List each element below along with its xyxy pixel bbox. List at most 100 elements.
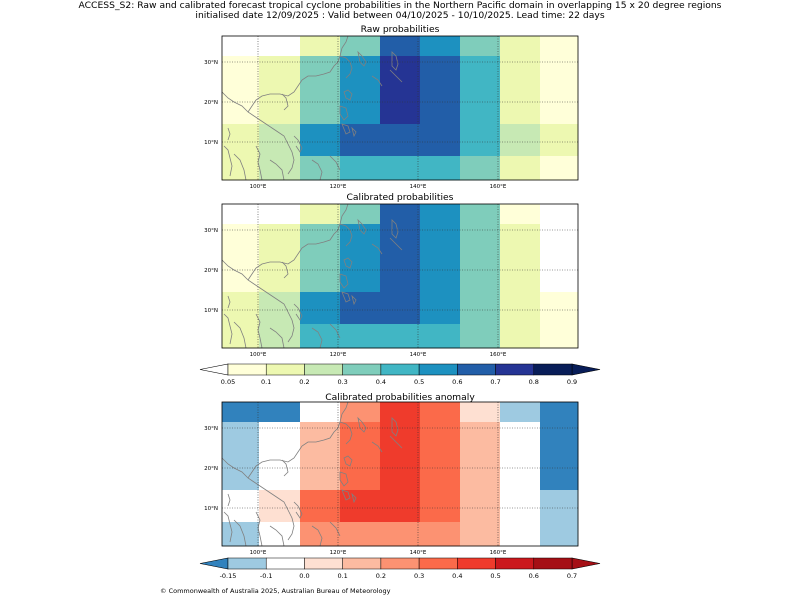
anom-cell-r4-c7 bbox=[500, 522, 541, 547]
probability-colorbar-bin-3 bbox=[342, 363, 382, 376]
raw-cell-r1-c7 bbox=[500, 56, 541, 91]
anom-cell-r1-c4 bbox=[380, 422, 421, 457]
raw-cell-r0-c4 bbox=[380, 36, 421, 57]
raw-cell-r1-c2 bbox=[300, 56, 341, 91]
figure-title-line1: ACCESS_S2: Raw and calibrated forecast t… bbox=[78, 0, 722, 11]
raw-cell-r1-c4 bbox=[380, 56, 421, 91]
cal-cell-r0-c7 bbox=[500, 204, 541, 225]
probability-colorbar-tick-6: 0.6 bbox=[452, 378, 462, 386]
raw-map-panel: 100°E 120°E 140°E 160°E 30°N 20°N 10°N bbox=[204, 35, 579, 190]
anom-lat-tick-0: 30°N bbox=[204, 426, 218, 432]
cal-cell-r0-c1 bbox=[259, 204, 301, 225]
raw-cell-r4-c8 bbox=[540, 156, 579, 181]
anom-cell-r0-c0 bbox=[222, 402, 260, 423]
cal-cell-r4-c6 bbox=[460, 324, 501, 349]
cal-cell-r1-c8 bbox=[540, 224, 579, 259]
probability-colorbar-min-extension bbox=[199, 363, 229, 376]
probability-colorbar-tick-2: 0.2 bbox=[299, 378, 309, 386]
raw-panel-title: Raw probabilities bbox=[360, 24, 440, 35]
cal-cell-r2-c5 bbox=[420, 258, 461, 293]
anomaly-colorbar-bin-3 bbox=[342, 557, 382, 570]
raw-cell-r0-c1 bbox=[259, 36, 301, 57]
raw-cell-r2-c0 bbox=[222, 90, 260, 125]
anom-lon-tick-1: 120°E bbox=[330, 550, 347, 556]
anom-cell-r3-c5 bbox=[420, 490, 461, 523]
anom-cell-r3-c8 bbox=[540, 490, 579, 523]
anom-map-panel: 100°E 120°E 140°E 160°E 30°N 20°N 10°N bbox=[204, 401, 579, 556]
cal-cell-r3-c3 bbox=[340, 292, 381, 325]
anom-cell-r4-c6 bbox=[460, 522, 501, 547]
cal-cell-r2-c4 bbox=[380, 258, 421, 293]
anomaly-colorbar-tick-2: 0.0 bbox=[299, 572, 309, 580]
anomaly-colorbar-max-extension bbox=[571, 557, 601, 570]
raw-cell-r4-c5 bbox=[420, 156, 461, 181]
raw-cell-r0-c5 bbox=[420, 36, 461, 57]
cal-cell-r1-c6 bbox=[460, 224, 501, 259]
cal-cell-r4-c5 bbox=[420, 324, 461, 349]
anom-cell-r0-c4 bbox=[380, 402, 421, 423]
raw-cell-r2-c3 bbox=[340, 90, 381, 125]
raw-cell-r1-c1 bbox=[259, 56, 301, 91]
anom-cell-r0-c7 bbox=[500, 402, 541, 423]
raw-cell-r3-c6 bbox=[460, 124, 501, 157]
figure-title-line2: initialised date 12/09/2025 : Valid betw… bbox=[195, 10, 605, 21]
probability-colorbar-bin-5 bbox=[418, 363, 458, 376]
probability-colorbar-bin-7 bbox=[495, 363, 535, 376]
anom-cell-r4-c5 bbox=[420, 522, 461, 547]
anom-lon-tick-2: 140°E bbox=[410, 550, 427, 556]
cal-cell-r1-c4 bbox=[380, 224, 421, 259]
anom-cell-r2-c6 bbox=[460, 456, 501, 491]
raw-cell-r4-c0 bbox=[222, 156, 260, 181]
cal-cell-r2-c7 bbox=[500, 258, 541, 293]
cal-cell-r0-c4 bbox=[380, 204, 421, 225]
raw-cell-r3-c4 bbox=[380, 124, 421, 157]
probability-colorbar-tick-9: 0.9 bbox=[567, 378, 577, 386]
raw-map-frame bbox=[221, 35, 579, 181]
cal-cell-r0-c0 bbox=[222, 204, 260, 225]
anomaly-colorbar-tick-6: 0.4 bbox=[452, 572, 462, 580]
anom-cell-r3-c6 bbox=[460, 490, 501, 523]
raw-cell-r3-c1 bbox=[259, 124, 301, 157]
anom-cell-r1-c2 bbox=[300, 422, 341, 457]
cal-cell-r1-c7 bbox=[500, 224, 541, 259]
anom-cell-r2-c1 bbox=[259, 456, 301, 491]
raw-lon-tick-2: 140°E bbox=[410, 184, 427, 190]
anom-cell-r0-c6 bbox=[460, 402, 501, 423]
raw-cell-r2-c5 bbox=[420, 90, 461, 125]
anomaly-colorbar-bin-2 bbox=[304, 557, 343, 570]
anomaly-colorbar-tick-8: 0.6 bbox=[529, 572, 539, 580]
raw-cell-r1-c0 bbox=[222, 56, 260, 91]
cal-cell-r1-c2 bbox=[300, 224, 341, 259]
probability-colorbar-bin-4 bbox=[380, 363, 420, 376]
anomaly-colorbar-bin-7 bbox=[495, 557, 535, 570]
anomaly-colorbar-tick-4: 0.2 bbox=[376, 572, 386, 580]
anom-cell-r2-c4 bbox=[380, 456, 421, 491]
probability-colorbar-tick-7: 0.7 bbox=[490, 378, 500, 386]
raw-cell-r3-c7 bbox=[500, 124, 541, 157]
cal-cell-r1-c1 bbox=[259, 224, 301, 259]
probability-colorbar-tick-5: 0.5 bbox=[414, 378, 424, 386]
probability-colorbar-bin-1 bbox=[265, 363, 305, 376]
raw-cell-r4-c4 bbox=[380, 156, 421, 181]
cal-cell-r3-c2 bbox=[300, 292, 341, 325]
probability-colorbar-max-extension bbox=[571, 363, 601, 376]
cal-cell-r0-c5 bbox=[420, 204, 461, 225]
cal-cell-r4-c4 bbox=[380, 324, 421, 349]
probability-colorbar-bin-0 bbox=[227, 363, 267, 376]
anom-lat-tick-1: 20°N bbox=[204, 466, 218, 472]
anom-lon-tick-0: 100°E bbox=[250, 550, 267, 556]
probability-colorbar-bin-2 bbox=[304, 363, 343, 376]
raw-cell-r3-c8 bbox=[540, 124, 579, 157]
anom-cell-r1-c5 bbox=[420, 422, 461, 457]
anomaly-colorbar-tick-7: 0.5 bbox=[490, 572, 500, 580]
cal-cell-r2-c3 bbox=[340, 258, 381, 293]
raw-cell-r2-c2 bbox=[300, 90, 341, 125]
cal-cell-r2-c6 bbox=[460, 258, 501, 293]
raw-cell-r4-c6 bbox=[460, 156, 501, 181]
anom-cell-r3-c4 bbox=[380, 490, 421, 523]
anom-cell-r2-c8 bbox=[540, 456, 579, 491]
raw-cell-r2-c7 bbox=[500, 90, 541, 125]
anom-cell-r0-c2 bbox=[300, 402, 341, 423]
anom-cell-r3-c2 bbox=[300, 490, 341, 523]
